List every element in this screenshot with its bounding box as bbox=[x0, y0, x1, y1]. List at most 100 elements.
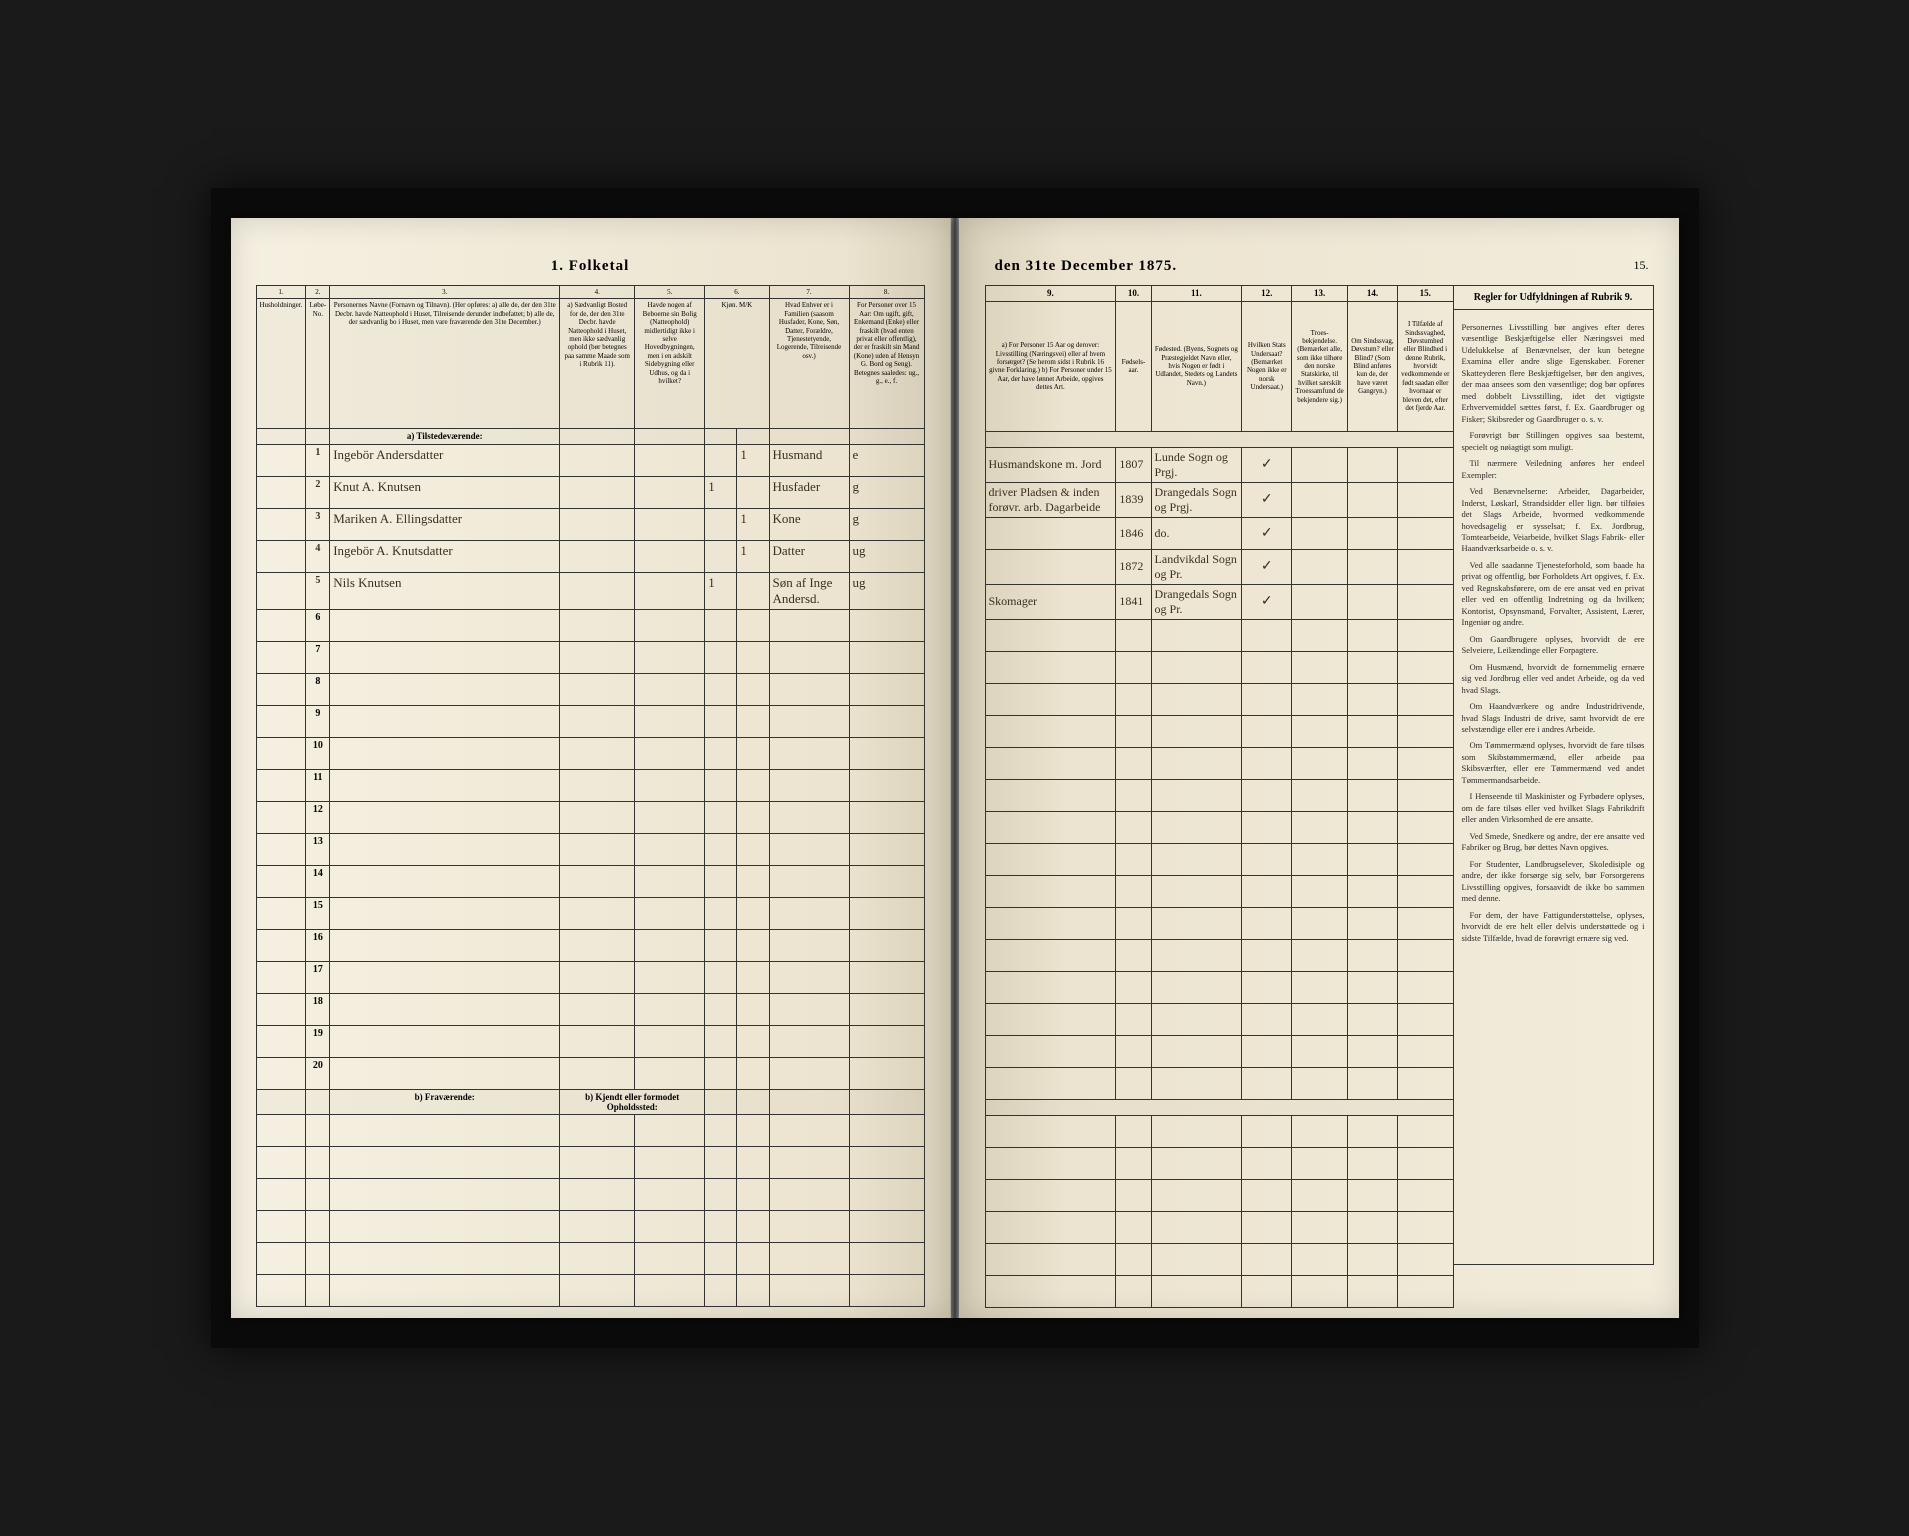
col-header: Troes-bekjendelse. (Bemærket alle, som i… bbox=[1292, 301, 1347, 431]
table-row: driver Pladsen & inden forøvr. arb. Daga… bbox=[985, 482, 1453, 517]
col-num: 3. bbox=[330, 286, 560, 299]
column-header-row: Husholdninger. Løbe-No. Personernes Navn… bbox=[256, 299, 924, 429]
sex-k: 1 bbox=[737, 445, 769, 477]
page-number: 15. bbox=[1634, 258, 1649, 273]
person-name: Nils Knutsen bbox=[330, 573, 560, 610]
page-title-left: 1. Folketal bbox=[256, 258, 925, 275]
citizenship: ✓ bbox=[1242, 517, 1292, 549]
occupation: Skomager bbox=[985, 584, 1116, 619]
empty-row bbox=[985, 1147, 1453, 1179]
sex-m: 1 bbox=[705, 477, 737, 509]
rules-paragraph: Personernes Livsstilling bør angives eft… bbox=[1462, 322, 1645, 425]
sex-m bbox=[705, 445, 737, 477]
civil-status: g bbox=[849, 477, 924, 509]
empty-row bbox=[985, 683, 1453, 715]
col-header: I Tilfælde af Sindssvaghed, Døvstumhed e… bbox=[1398, 301, 1453, 431]
row-number: 4 bbox=[306, 541, 330, 573]
rules-text: Personernes Livsstilling bør angives eft… bbox=[1454, 316, 1653, 955]
birthplace: Landvikdal Sogn og Pr. bbox=[1151, 549, 1242, 584]
empty-row bbox=[985, 939, 1453, 971]
empty-row bbox=[985, 1275, 1453, 1307]
person-name: Ingebör Andersdatter bbox=[330, 445, 560, 477]
rules-paragraph: Forøvrigt bør Stillingen opgives saa bes… bbox=[1462, 430, 1645, 453]
table-row: 1846 do. ✓ bbox=[985, 517, 1453, 549]
sex-k bbox=[737, 477, 769, 509]
row-number: 2 bbox=[306, 477, 330, 509]
rules-paragraph: Ved Benævnelserne: Arbeider, Dagarbeider… bbox=[1462, 486, 1645, 555]
empty-row bbox=[985, 907, 1453, 939]
birthplace: do. bbox=[1151, 517, 1242, 549]
civil-status: ug bbox=[849, 573, 924, 610]
empty-row bbox=[985, 747, 1453, 779]
col-header-sex: Kjøn. M/K bbox=[705, 299, 769, 429]
census-table-right: 9. 10. 11. 12. 13. 14. 15. a) For Person… bbox=[985, 285, 1454, 1308]
empty-row bbox=[985, 1035, 1453, 1067]
person-name: Ingebör A. Knutsdatter bbox=[330, 541, 560, 573]
rules-paragraph: Ved alle saadanne Tjenesteforhold, som b… bbox=[1462, 560, 1645, 629]
family-role: Husfader bbox=[769, 477, 849, 509]
rules-paragraph: Om Tømmermænd oplyses, hvorvidt de fare … bbox=[1462, 740, 1645, 786]
birth-year: 1839 bbox=[1116, 482, 1151, 517]
person-name: Knut A. Knutsen bbox=[330, 477, 560, 509]
empty-row bbox=[985, 1003, 1453, 1035]
empty-row: 18 bbox=[256, 994, 924, 1026]
empty-row bbox=[985, 619, 1453, 651]
civil-status: g bbox=[849, 509, 924, 541]
occupation bbox=[985, 549, 1116, 584]
col-num: 10. bbox=[1116, 286, 1151, 302]
empty-row: 8 bbox=[256, 674, 924, 706]
col-num: 8. bbox=[849, 286, 924, 299]
sex-k: 1 bbox=[737, 541, 769, 573]
occupation: Husmandskone m. Jord bbox=[985, 447, 1116, 482]
empty-row bbox=[256, 1243, 924, 1275]
row-number: 5 bbox=[306, 573, 330, 610]
col-header: Om Sindssvag, Døvstum? eller Blind? (Som… bbox=[1347, 301, 1397, 431]
rules-paragraph: I Henseende til Maskinister og Fyrbødere… bbox=[1462, 791, 1645, 825]
col-header: a) Sædvanligt Bosted for de, der den 31t… bbox=[560, 299, 635, 429]
occupation: driver Pladsen & inden forøvr. arb. Daga… bbox=[985, 482, 1116, 517]
right-page: den 31te December 1875. 15. 9. 10. 11. 1… bbox=[959, 218, 1679, 1318]
empty-row: 10 bbox=[256, 738, 924, 770]
table-row: Husmandskone m. Jord 1807 Lunde Sogn og … bbox=[985, 447, 1453, 482]
rules-paragraph: For Studenter, Landbrugselever, Skoledis… bbox=[1462, 859, 1645, 905]
civil-status: e bbox=[849, 445, 924, 477]
empty-row: 9 bbox=[256, 706, 924, 738]
section-label: b) Kjendt eller formodet Opholdssted: bbox=[560, 1090, 705, 1115]
empty-row bbox=[985, 1243, 1453, 1275]
empty-row bbox=[256, 1179, 924, 1211]
birthplace: Drangedals Sogn og Pr. bbox=[1151, 584, 1242, 619]
empty-row: 14 bbox=[256, 866, 924, 898]
family-role: Husmand bbox=[769, 445, 849, 477]
birthplace: Lunde Sogn og Prgj. bbox=[1151, 447, 1242, 482]
family-role: Datter bbox=[769, 541, 849, 573]
family-role: Kone bbox=[769, 509, 849, 541]
rules-title: Regler for Udfyldningen af Rubrik 9. bbox=[1454, 286, 1653, 310]
col-header-names: Personernes Navne (Fornavn og Tilnavn). … bbox=[330, 299, 560, 429]
empty-row: 6 bbox=[256, 610, 924, 642]
sex-k: 1 bbox=[737, 509, 769, 541]
empty-row bbox=[985, 811, 1453, 843]
col-num: 6. bbox=[705, 286, 769, 299]
col-header: Havde nogen af Beboerne sin Bolig (Natte… bbox=[635, 299, 705, 429]
col-header: Hvilken Stats Undersaat? (Bemærket Nogen… bbox=[1242, 301, 1292, 431]
family-role: Søn af Inge Andersd. bbox=[769, 573, 849, 610]
section-label: a) Tilstedeværende: bbox=[330, 429, 560, 445]
col-num: 11. bbox=[1151, 286, 1242, 302]
col-num: 13. bbox=[1292, 286, 1347, 302]
table-row: 2 Knut A. Knutsen 1 Husfader g bbox=[256, 477, 924, 509]
col-num: 1. bbox=[256, 286, 306, 299]
empty-row: 11 bbox=[256, 770, 924, 802]
empty-row: 12 bbox=[256, 802, 924, 834]
empty-row bbox=[985, 971, 1453, 1003]
col-num: 14. bbox=[1347, 286, 1397, 302]
col-header: For Personer over 15 Aar: Om ugift, gift… bbox=[849, 299, 924, 429]
page-title-right: den 31te December 1875. bbox=[985, 258, 1654, 275]
empty-row bbox=[985, 875, 1453, 907]
empty-row bbox=[985, 1067, 1453, 1099]
rules-paragraph: For dem, der have Fattigunderstøttelse, … bbox=[1462, 910, 1645, 944]
occupation bbox=[985, 517, 1116, 549]
col-header: a) For Personer 15 Aar og derover: Livss… bbox=[985, 301, 1116, 431]
citizenship: ✓ bbox=[1242, 482, 1292, 517]
col-num: 9. bbox=[985, 286, 1116, 302]
empty-row: 20 bbox=[256, 1058, 924, 1090]
